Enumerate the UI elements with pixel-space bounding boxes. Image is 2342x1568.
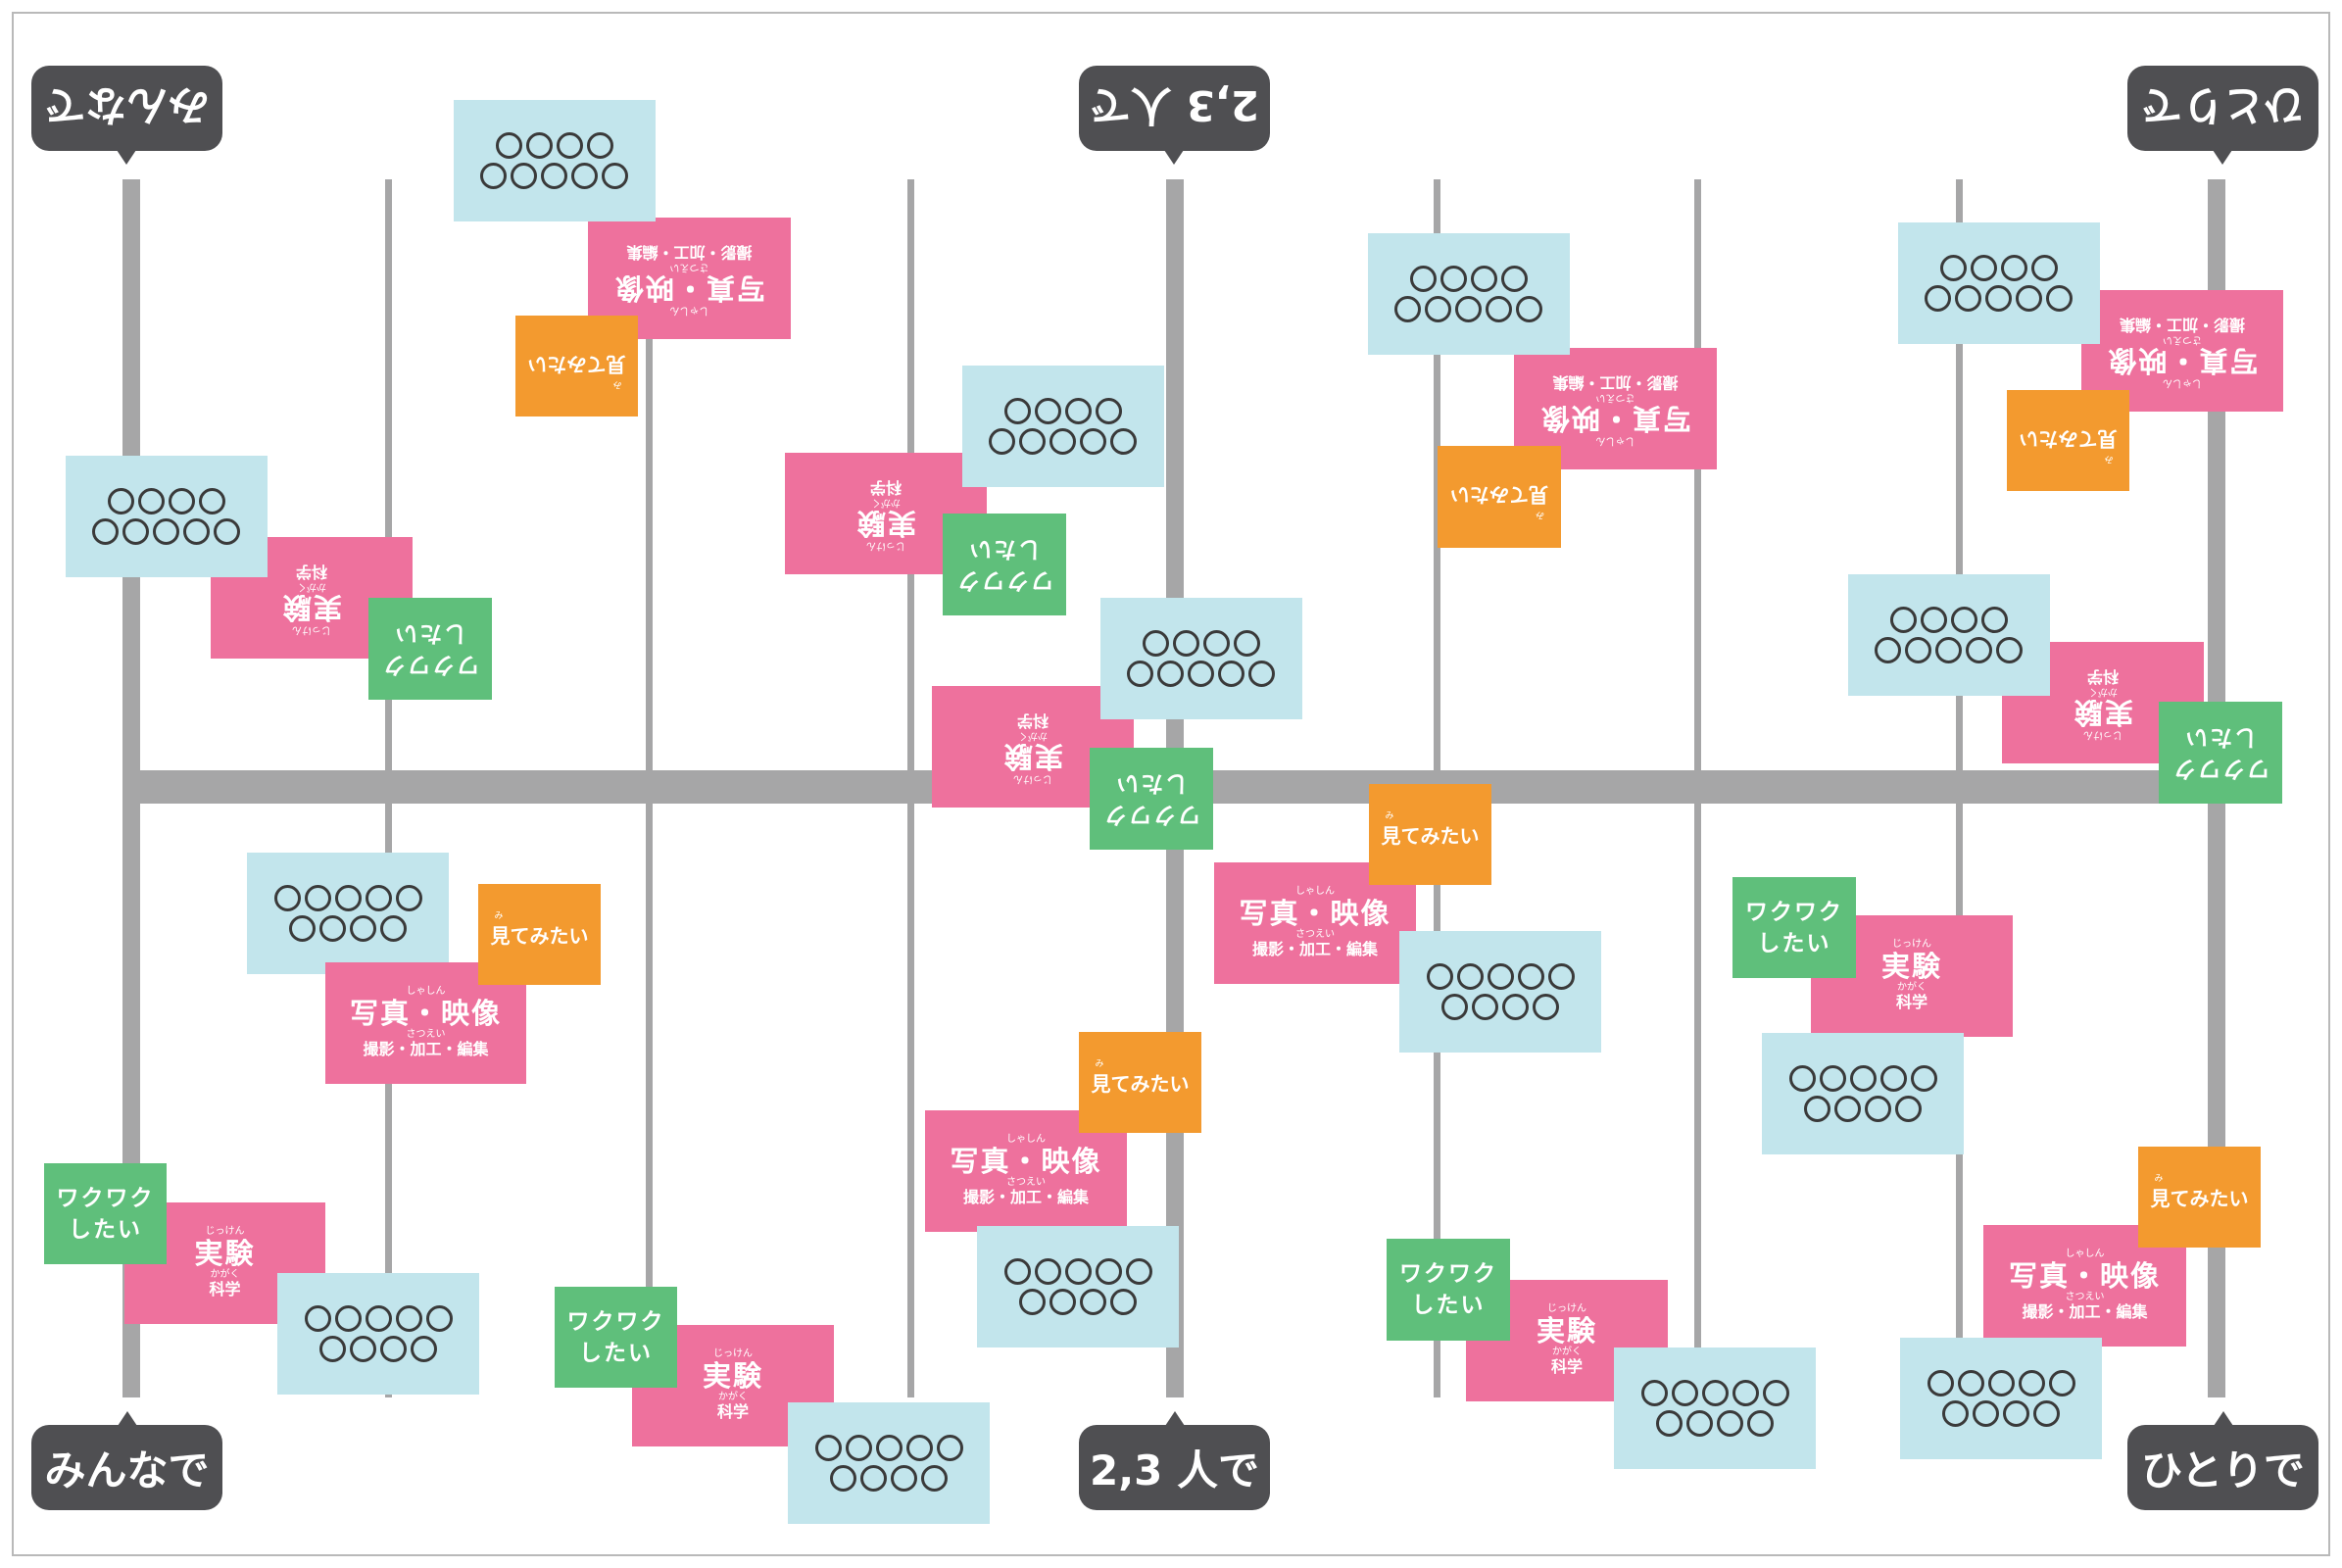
card-wakuwaku: ワクワク したい	[2159, 702, 2282, 804]
tag-minna-top: みんなで	[31, 66, 222, 151]
card-placeholder	[1898, 222, 2100, 344]
card-wakuwaku: ワクワク したい	[1387, 1239, 1510, 1341]
card-mitemitai: 見てみたい	[2138, 1147, 2261, 1248]
grid-line	[385, 179, 392, 1397]
card-placeholder	[1900, 1338, 2102, 1459]
card-mitemitai: 見てみたい	[1369, 784, 1491, 885]
card-mitemitai: 見てみたい	[2007, 390, 2129, 491]
card-placeholder	[277, 1273, 479, 1395]
card-wakuwaku: ワクワク したい	[555, 1287, 677, 1388]
grid-line	[1694, 179, 1701, 1397]
tag-hitori-top: ひとりで	[2127, 66, 2318, 151]
card-placeholder	[977, 1226, 1179, 1348]
card-wakuwaku: ワクワク したい	[1090, 748, 1213, 850]
card-placeholder	[454, 100, 656, 221]
card-wakuwaku: ワクワク したい	[368, 598, 492, 700]
card-placeholder	[247, 853, 449, 974]
card-placeholder	[1100, 598, 1302, 719]
grid-line	[1956, 179, 1963, 1397]
card-mitemitai: 見てみたい	[478, 884, 601, 985]
grid-line	[646, 179, 653, 1397]
card-placeholder	[788, 1402, 990, 1524]
tag-hitori-bottom: ひとりで	[2127, 1411, 2318, 1510]
card-wakuwaku: ワクワク したい	[943, 514, 1066, 615]
card-placeholder	[1848, 574, 2050, 696]
card-wakuwaku: ワクワク したい	[44, 1163, 167, 1264]
card-placeholder	[1762, 1033, 1964, 1154]
card-placeholder	[962, 366, 1164, 487]
card-photo: しゃしん 写真・映像 さつえい 撮影・加工・編集	[1214, 862, 1416, 984]
tag-futari-bottom: 2,3 人で	[1079, 1411, 1270, 1510]
card-mitemitai: 見てみたい	[1079, 1032, 1201, 1133]
card-photo: しゃしん 写真・映像 さつえい 撮影・加工・編集	[1983, 1225, 2186, 1347]
card-placeholder	[1614, 1348, 1816, 1469]
card-photo: しゃしん 写真・映像 さつえい 撮影・加工・編集	[325, 962, 526, 1084]
card-wakuwaku: ワクワク したい	[1732, 877, 1856, 978]
card-placeholder	[1399, 931, 1601, 1053]
grid-line	[907, 179, 914, 1397]
card-placeholder	[66, 456, 268, 577]
tag-futari-top: 2,3 人で	[1079, 66, 1270, 151]
card-mitemitai: 見てみたい	[1438, 446, 1561, 548]
tag-minna-bottom: みんなで	[31, 1411, 222, 1510]
card-placeholder	[1368, 233, 1570, 355]
card-mitemitai: 見てみたい	[515, 316, 638, 416]
